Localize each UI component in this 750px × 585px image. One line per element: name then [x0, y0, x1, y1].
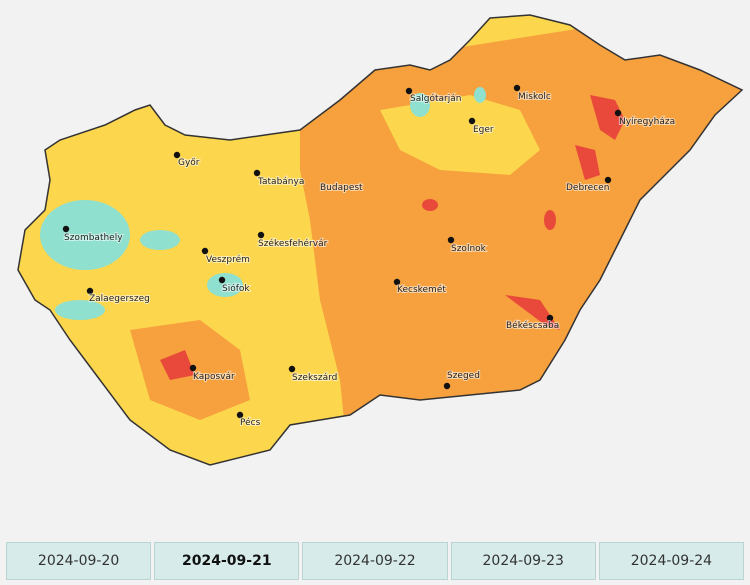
city-label: Kaposvár [193, 372, 235, 382]
city-label: Zalaegerszeg [89, 294, 150, 304]
date-tab[interactable]: 2024-09-24 [598, 542, 745, 580]
city-label: Kecskemét [397, 284, 446, 295]
city-label: Miskolc [518, 92, 551, 102]
city-dot [257, 231, 265, 239]
city-label: Székesfehérvár [258, 238, 328, 249]
city-label: Szolnok [451, 244, 487, 254]
date-tab[interactable]: 2024-09-23 [450, 542, 596, 580]
city-dot [604, 176, 612, 184]
city-label: Debrecen [566, 183, 609, 193]
city-label: Szekszárd [292, 373, 337, 383]
city-dot [201, 247, 209, 255]
city-dot [218, 276, 226, 284]
city-dot [236, 411, 244, 419]
city-dot [62, 225, 70, 233]
city-label: Eger [473, 125, 494, 135]
date-tabs: 2024-09-20 2024-09-21 2024-09-22 2024-09-23… [6, 542, 745, 580]
city-dot [513, 84, 521, 92]
city-label: Szombathely [64, 233, 123, 243]
map: Győr Tatabánya Budapest Salgótarján Miskolc E… [17, 14, 743, 466]
city-label: Veszprém [206, 254, 250, 265]
city-layer: Győr Tatabánya Budapest Salgótarján Miskolc E… [62, 84, 676, 429]
city-label: Siófok [222, 283, 250, 294]
date-tab[interactable]: 2024-09-20 [6, 542, 152, 580]
city-label: Győr [178, 158, 200, 168]
city-dot [443, 382, 451, 390]
date-tab[interactable]: 2024-09-22 [302, 542, 448, 580]
city-label: Pécs [240, 417, 261, 428]
city-dot [253, 169, 261, 177]
city-dot [86, 287, 94, 295]
city-label: Szeged [447, 371, 480, 381]
city-dot [189, 364, 197, 372]
city-dot [468, 117, 476, 125]
date-tab[interactable]: 2024-09-21 [154, 542, 300, 580]
city-label: Tatabánya [257, 177, 304, 187]
city-dot [405, 87, 413, 95]
city-dot [393, 278, 401, 286]
city-label: Budapest [320, 183, 363, 193]
city-label: Salgótarján [410, 93, 461, 104]
city-label: Nyíregyháza [619, 117, 675, 127]
city-dot [447, 236, 455, 244]
city-dot [288, 365, 296, 373]
city-dot [546, 314, 554, 322]
city-label: Békéscsaba [506, 320, 559, 331]
city-dot [173, 151, 181, 159]
city-dot [614, 109, 622, 117]
